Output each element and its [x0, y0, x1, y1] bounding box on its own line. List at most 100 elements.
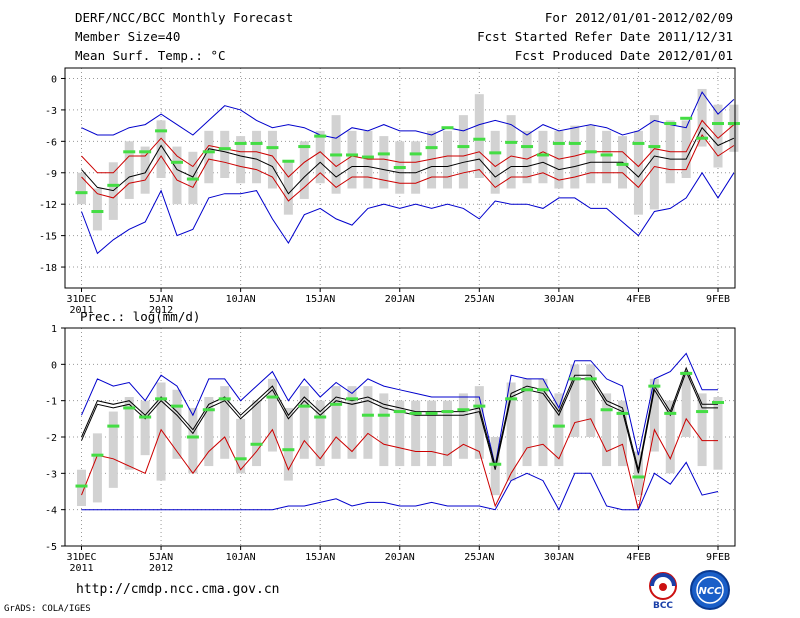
series-line-min	[81, 461, 719, 511]
member-range-bar	[156, 120, 166, 178]
median-mark	[664, 411, 677, 415]
median-mark	[139, 415, 152, 419]
median-mark	[218, 397, 231, 401]
median-mark	[568, 377, 581, 381]
member-range-bar	[315, 400, 325, 467]
y-tick-label: -5	[45, 542, 57, 553]
member-range-bar	[506, 382, 516, 481]
median-mark	[409, 411, 422, 415]
x-tick-label: 20JAN	[385, 552, 415, 563]
website-url[interactable]: http://cmdp.ncc.cma.gov.cn	[76, 582, 280, 597]
median-mark	[186, 177, 199, 181]
x-tick-label: 31DEC	[66, 294, 96, 305]
median-mark	[552, 424, 565, 428]
member-range-bar	[570, 125, 580, 189]
member-range-bar	[267, 378, 277, 452]
median-mark	[616, 162, 629, 166]
x-tick-sublabel: 2011	[69, 563, 93, 574]
x-tick-label: 4FEB	[626, 552, 650, 563]
member-range-bar	[649, 115, 659, 210]
median-mark	[457, 408, 470, 412]
median-mark	[123, 150, 136, 154]
median-mark	[680, 371, 693, 375]
median-mark	[441, 410, 454, 414]
bcc-logo: BCC	[649, 572, 677, 610]
median-mark	[202, 150, 215, 154]
y-tick-label: 1	[51, 324, 57, 335]
forecast-period: For 2012/01/01-2012/02/09	[544, 10, 733, 25]
y-tick-label: -3	[45, 106, 57, 117]
member-range-bar	[458, 393, 468, 459]
y-tick-label: -4	[45, 506, 57, 517]
bcc-logo-text: BCC	[653, 601, 673, 610]
member-range-bar	[474, 94, 484, 178]
member-size-label: Member Size=40	[75, 29, 181, 44]
member-range-bar	[108, 411, 118, 488]
y-tick-label: -12	[39, 200, 57, 211]
member-range-bar	[395, 400, 405, 467]
member-range-bar	[92, 188, 102, 231]
median-mark	[409, 152, 422, 156]
series-line-mean	[81, 366, 718, 470]
median-mark	[648, 145, 661, 149]
median-mark	[314, 134, 327, 138]
member-range-bar	[713, 397, 723, 470]
x-tick-label: 10JAN	[226, 294, 256, 305]
member-range-bar	[427, 400, 437, 467]
forecast-start-date: Fcst Started Refer Date 2011/12/31	[477, 29, 733, 44]
member-range-bar	[283, 407, 293, 481]
y-tick-label: -3	[45, 469, 57, 480]
ncc-logo-text: NCC	[698, 586, 722, 597]
median-mark	[170, 160, 183, 164]
median-mark	[218, 147, 231, 151]
member-range-bar	[379, 136, 389, 189]
member-range-bar	[331, 386, 341, 459]
x-tick-sublabel: 2012	[149, 563, 173, 574]
x-tick-sublabel: 2011	[69, 305, 93, 316]
member-range-bar	[522, 378, 532, 467]
x-tick-label: 30JAN	[544, 294, 574, 305]
member-range-bar	[649, 378, 659, 452]
median-mark	[584, 377, 597, 381]
member-range-bar	[236, 418, 246, 474]
median-mark	[361, 413, 374, 417]
member-range-bar	[633, 130, 643, 215]
median-mark	[298, 145, 311, 149]
x-tick-label: 20JAN	[385, 294, 415, 305]
variable-label: Mean Surf. Temp.: °C	[75, 48, 226, 63]
member-range-bar	[411, 400, 421, 467]
member-range-bar	[522, 130, 532, 184]
series-line-spread-lower	[81, 417, 718, 510]
median-mark	[330, 402, 343, 406]
median-mark	[584, 150, 597, 154]
median-mark	[505, 397, 518, 401]
ncc-logo: NCC	[690, 570, 730, 610]
x-tick-label: 10JAN	[226, 552, 256, 563]
median-mark	[330, 153, 343, 157]
x-tick-label: 5JAN	[149, 552, 173, 563]
member-range-bar	[681, 120, 691, 178]
member-range-bar	[140, 400, 150, 456]
median-mark	[266, 146, 279, 150]
member-range-bar	[220, 386, 230, 459]
member-range-bar	[379, 393, 389, 467]
median-mark	[473, 404, 486, 408]
median-mark	[600, 153, 613, 157]
x-tick-label: 25JAN	[464, 294, 494, 305]
median-mark	[155, 129, 168, 133]
member-range-bar	[156, 382, 166, 481]
median-mark	[680, 116, 693, 120]
member-range-bar	[172, 389, 182, 459]
median-mark	[648, 384, 661, 388]
series-line-max	[81, 352, 718, 467]
x-tick-label: 9FEB	[706, 552, 730, 563]
member-range-bar	[77, 172, 86, 205]
member-range-bar	[442, 400, 452, 467]
member-range-bar	[283, 162, 293, 215]
median-mark	[600, 408, 613, 412]
median-mark	[91, 210, 104, 214]
median-mark	[425, 411, 438, 415]
member-range-bar	[315, 130, 325, 184]
x-tick-label: 15JAN	[305, 294, 335, 305]
